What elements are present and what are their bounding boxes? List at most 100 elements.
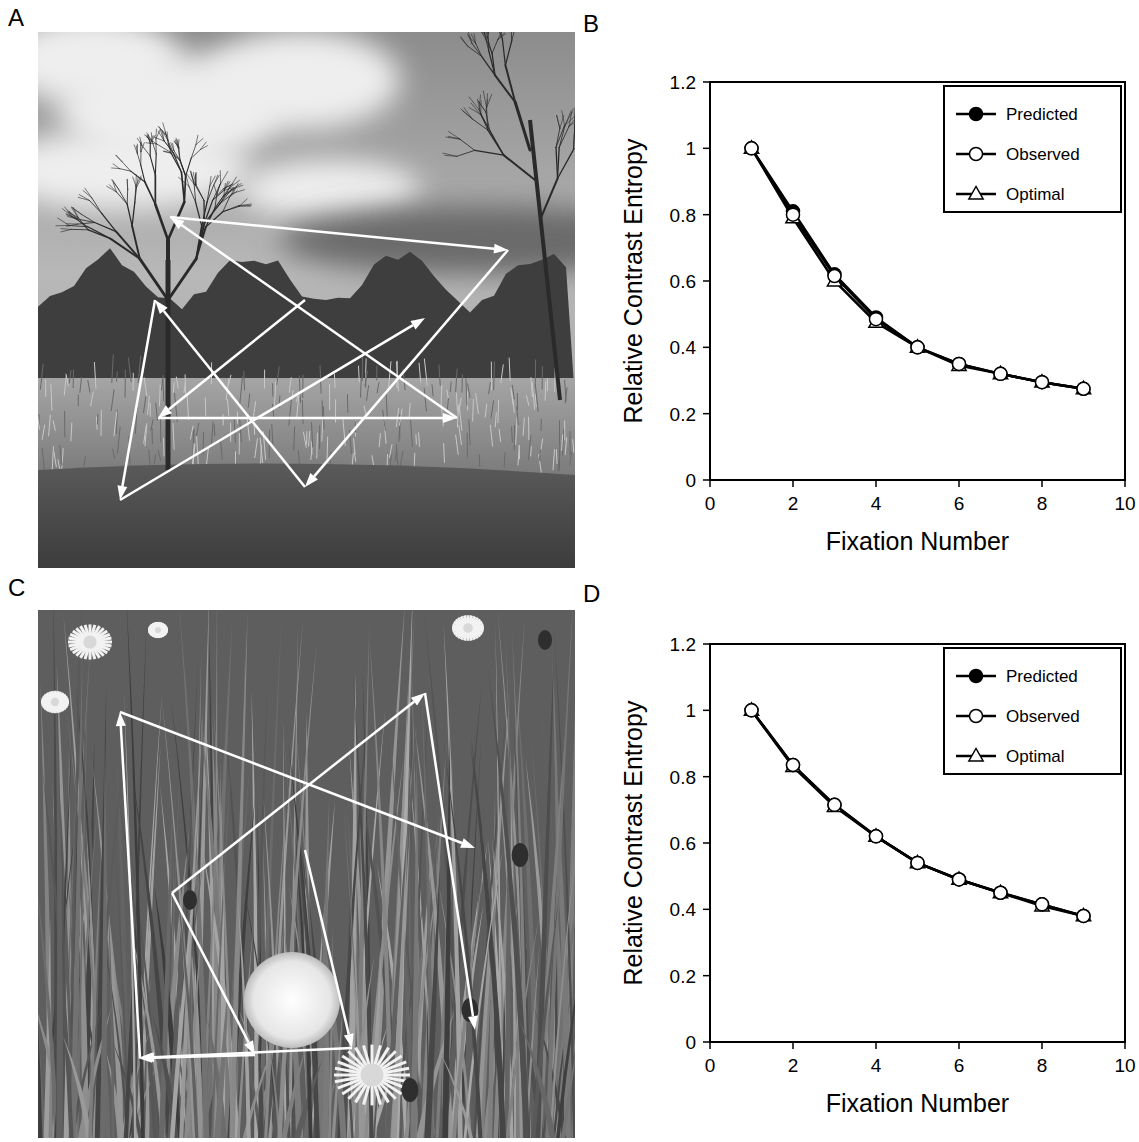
branch xyxy=(575,111,576,127)
flower-center xyxy=(83,635,96,648)
grass-blade xyxy=(230,423,231,442)
branch xyxy=(88,227,111,239)
grass-blade xyxy=(462,849,503,1138)
branch xyxy=(463,111,472,119)
grass-blade xyxy=(251,689,258,1138)
branch xyxy=(574,127,575,150)
grass-blade xyxy=(185,374,186,393)
arrow-head xyxy=(460,838,475,848)
legend-label: Optimal xyxy=(1006,185,1065,204)
grass-blade xyxy=(151,419,154,430)
grass-blade xyxy=(438,1048,477,1138)
branch xyxy=(559,126,569,147)
grass-blade xyxy=(49,415,51,437)
x-tick-label: 10 xyxy=(1114,1055,1135,1076)
branch xyxy=(154,137,164,141)
y-tick-label: 1.2 xyxy=(670,72,696,93)
branch xyxy=(58,218,70,225)
grass-blade xyxy=(528,417,529,440)
grass-blade xyxy=(358,366,360,383)
branch xyxy=(78,219,95,222)
branch xyxy=(223,197,230,211)
branch xyxy=(195,173,197,185)
branch xyxy=(174,141,179,148)
y-tick-label: 0.6 xyxy=(670,271,696,292)
x-axis-title: Fixation Number xyxy=(826,1089,1009,1117)
y-tick xyxy=(703,413,710,415)
grass-blade xyxy=(163,438,165,457)
x-tick xyxy=(958,480,960,487)
panel-letter: D xyxy=(583,580,600,607)
legend-frame xyxy=(944,86,1121,212)
x-tick xyxy=(1124,480,1126,487)
scanpath-arrow xyxy=(425,693,473,1016)
branch xyxy=(89,200,101,213)
branch xyxy=(207,186,213,202)
grass-blade xyxy=(173,423,174,449)
branch xyxy=(122,162,131,172)
grass-blade xyxy=(498,611,532,1138)
branch xyxy=(557,115,560,128)
branch xyxy=(505,65,515,102)
branch xyxy=(476,43,482,56)
bud xyxy=(512,843,529,867)
branch xyxy=(495,32,502,39)
branch xyxy=(116,155,122,161)
panel-letter: C xyxy=(8,574,25,601)
grass-blade xyxy=(479,455,480,467)
grass-blade xyxy=(530,446,532,456)
grass-blade xyxy=(491,400,494,418)
x-tick-label: 0 xyxy=(705,493,716,514)
bud xyxy=(402,1078,419,1102)
grass-blade xyxy=(154,454,156,465)
branch xyxy=(142,145,150,156)
x-tick xyxy=(709,1042,711,1049)
branch xyxy=(72,207,82,214)
grass-blade xyxy=(97,414,99,425)
branch xyxy=(173,143,174,150)
legend-label: Optimal xyxy=(1006,747,1065,766)
marker-circle xyxy=(1077,382,1090,395)
grass-blade xyxy=(563,429,564,456)
branch xyxy=(488,32,494,33)
branch xyxy=(196,203,202,227)
legend-label: Predicted xyxy=(1006,105,1078,124)
grass-blade xyxy=(565,437,567,455)
y-tick-label: 0 xyxy=(685,470,696,491)
branch xyxy=(92,198,102,213)
marker-circle xyxy=(911,341,924,354)
grass-blade xyxy=(565,387,567,403)
grass-blade xyxy=(497,400,499,423)
marker-triangle xyxy=(952,358,966,370)
branch xyxy=(137,178,142,188)
branch xyxy=(213,175,217,186)
grass-blade xyxy=(299,376,300,403)
branch xyxy=(229,191,237,198)
grass-blade xyxy=(499,429,500,442)
branch xyxy=(118,189,127,204)
x-tick-label: 6 xyxy=(954,1055,965,1076)
marker-circle xyxy=(994,367,1007,380)
branch xyxy=(483,91,486,108)
grass-blade xyxy=(456,435,459,455)
x-tick xyxy=(1041,1042,1043,1049)
grass-blade xyxy=(423,868,440,1138)
branch xyxy=(177,140,179,148)
scanpath-arrow xyxy=(172,702,414,893)
scanpath-arrow xyxy=(314,250,508,476)
legend-label: Observed xyxy=(1006,707,1080,726)
grass-blade xyxy=(272,383,273,396)
grass-blade xyxy=(94,362,96,389)
arrow-head xyxy=(158,405,172,418)
grass-blade xyxy=(469,419,470,445)
grass-blade xyxy=(53,421,55,431)
panel-letter: B xyxy=(583,10,599,37)
branch xyxy=(127,180,129,190)
branch xyxy=(158,131,164,140)
grass-blade xyxy=(365,372,366,388)
grass-blade xyxy=(439,364,440,386)
grass-blade xyxy=(60,445,63,465)
branch xyxy=(79,194,89,200)
y-tick xyxy=(703,975,710,977)
marker-circle xyxy=(911,856,924,869)
